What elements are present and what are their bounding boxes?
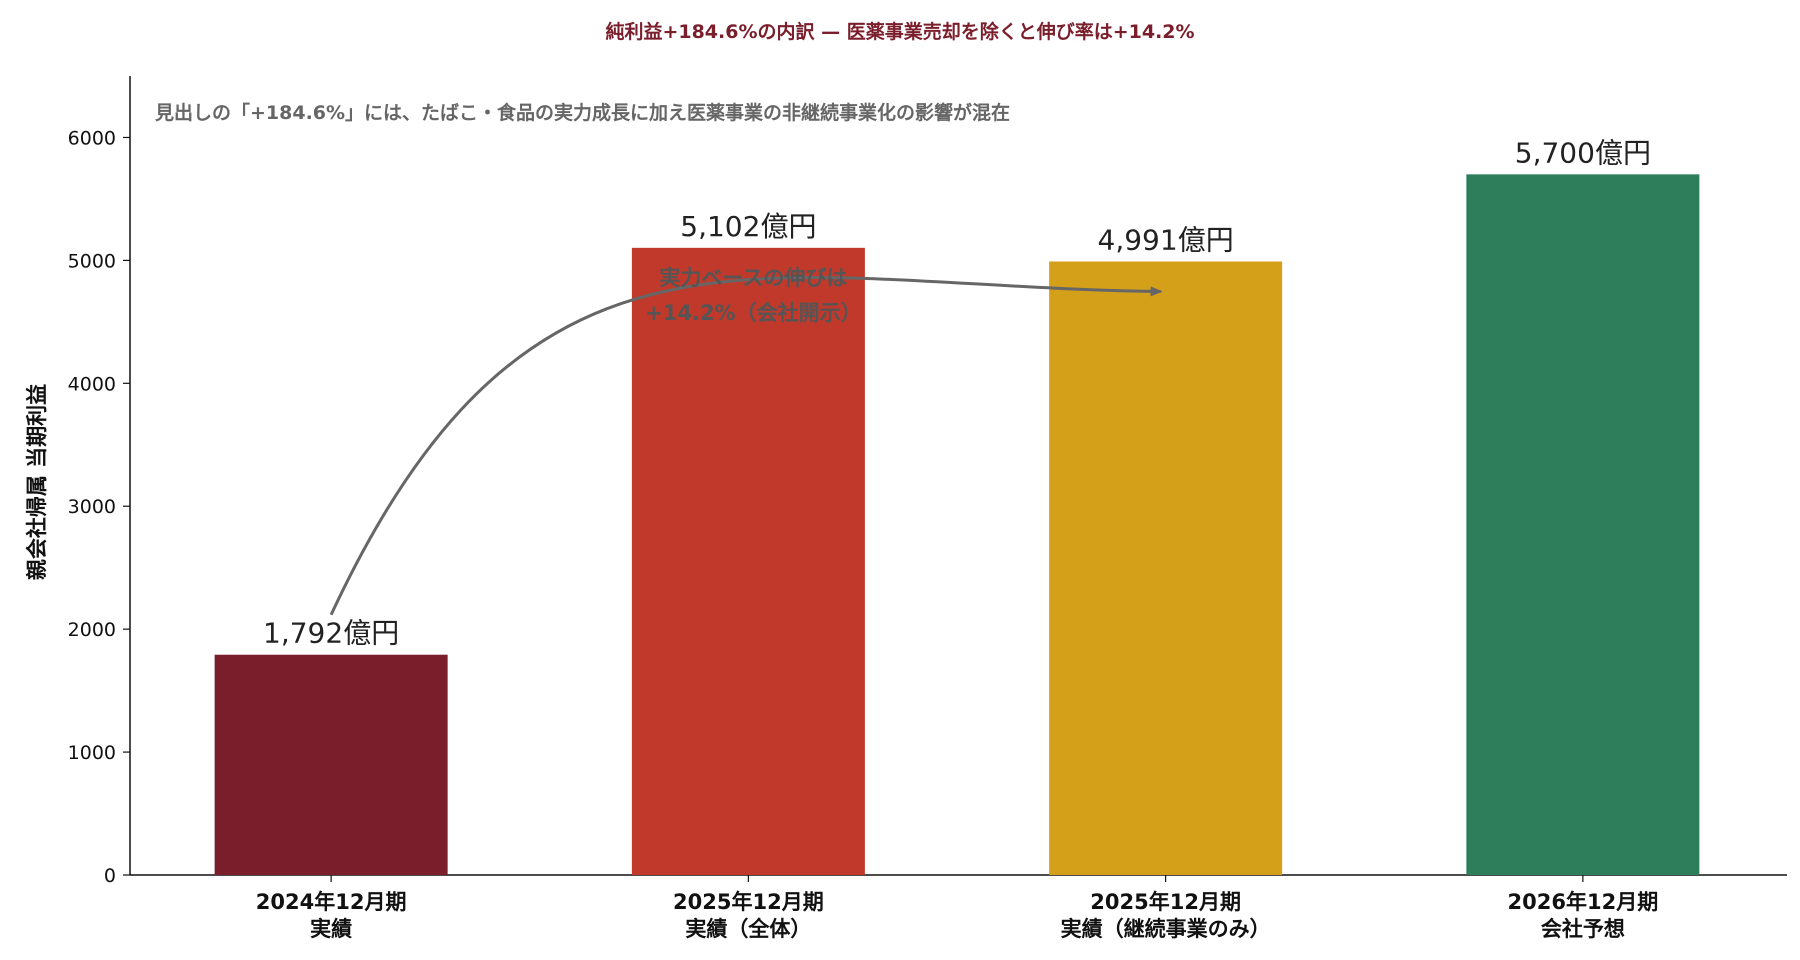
chart-title: 純利益+184.6%の内訳 — 医薬事業売却を除くと伸び率は+14.2% [605, 20, 1194, 43]
data-label-2: 5,102億円 [680, 210, 816, 243]
x-category-label: 2024年12月期 [256, 890, 407, 914]
data-label-3: 4,991億円 [1098, 223, 1234, 256]
bar-4 [1466, 174, 1700, 876]
bar-2 [631, 247, 865, 876]
plot-area: 0 1000 2000 3000 4000 5000 6000 1,792億円 2024年12月… [68, 76, 1787, 941]
y-tick-label: 1000 [68, 742, 116, 764]
y-tick-label: 3000 [68, 496, 116, 518]
y-tick-label: 6000 [68, 127, 116, 149]
bar-3 [1049, 261, 1283, 875]
x-category-label: 2026年12月期 [1508, 890, 1659, 914]
y-tick-label: 0 [104, 865, 116, 887]
x-category-label: 実績 [310, 917, 352, 941]
annotation-text-line-2: +14.2%（会社開示） [645, 301, 861, 325]
y-tick-label: 5000 [68, 250, 116, 272]
growth-arrow [329, 276, 1163, 616]
y-axis-label: 親会社帰属 当期利益 [25, 384, 49, 580]
bar-1 [214, 654, 448, 875]
y-tick-label: 2000 [68, 619, 116, 641]
x-category-label: 実績（継続事業のみ） [1061, 917, 1271, 941]
annotation-text-line-1: 実力ベースの伸びは [659, 266, 847, 290]
x-category-label: 2025年12月期 [1090, 890, 1241, 914]
data-label-1: 1,792億円 [263, 617, 399, 650]
y-tick-label: 4000 [68, 373, 116, 395]
chart-subtitle: 見出しの「+184.6%」には、たばこ・食品の実力成長に加え医薬事業の非継続事業… [155, 101, 1010, 124]
x-category-label: 会社予想 [1541, 917, 1625, 941]
x-category-label: 2025年12月期 [673, 890, 824, 914]
x-category-label: 実績（全体） [685, 917, 811, 941]
data-label-4: 5,700億円 [1515, 136, 1651, 169]
